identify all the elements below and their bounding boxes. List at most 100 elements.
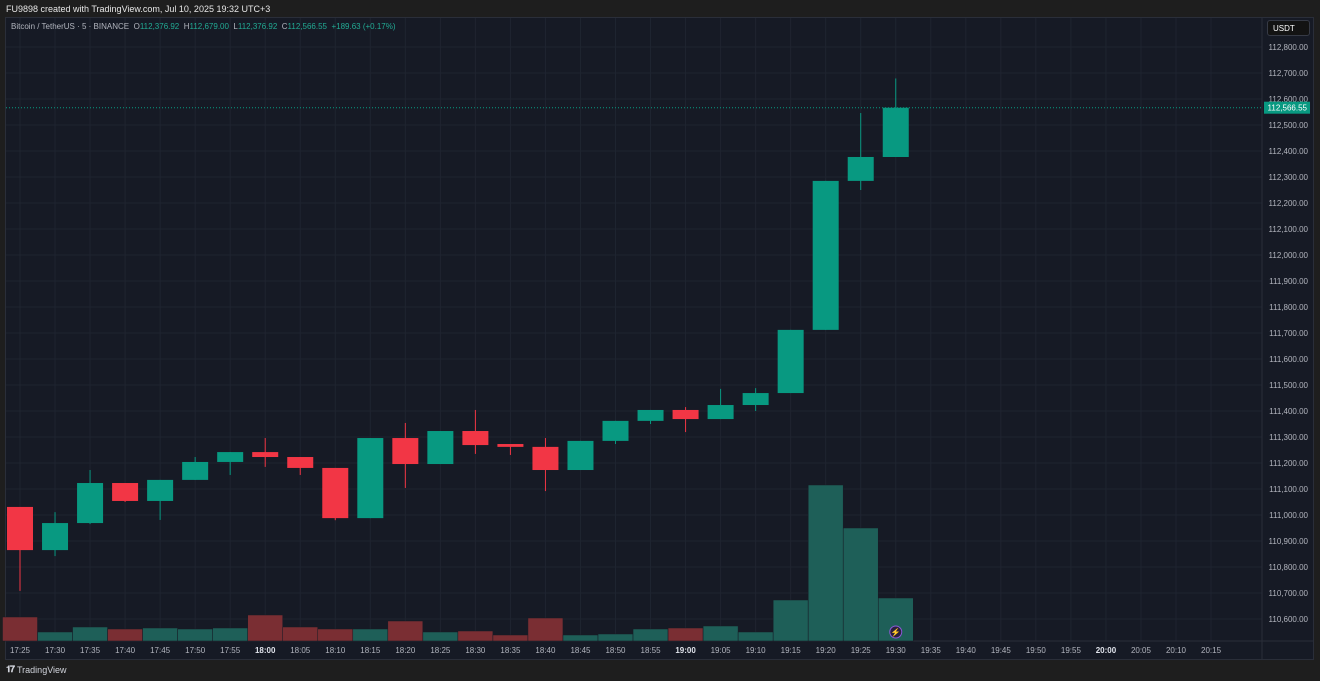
- candle-body: [392, 438, 419, 465]
- price-tick-label: 111,200.00: [1269, 459, 1308, 468]
- price-tick-label: 111,700.00: [1269, 329, 1308, 338]
- price-tick-label: 111,100.00: [1269, 485, 1308, 494]
- time-tick-label: 17:25: [10, 646, 31, 655]
- candle-body: [742, 393, 769, 406]
- candle-body: [322, 467, 349, 519]
- time-tick-label: 17:55: [220, 646, 241, 655]
- candle-body: [637, 409, 664, 421]
- time-tick-label: 18:20: [395, 646, 416, 655]
- time-tick-label: 19:40: [956, 646, 977, 655]
- volume-bar: [842, 527, 879, 642]
- time-tick-label: 19:00: [675, 646, 696, 655]
- volume-bar: [632, 628, 669, 642]
- tradingview-footer: 𝟏𝟕 TradingView: [6, 664, 67, 675]
- low-value: 112,376.92: [237, 22, 278, 31]
- volume-bar: [737, 631, 774, 642]
- time-tick-label: 19:05: [711, 646, 732, 655]
- volume-bar: [772, 599, 809, 642]
- time-tick-label: 17:35: [80, 646, 101, 655]
- candle-body: [532, 446, 559, 471]
- symbol-legend: Bitcoin / TetherUS · 5 · BINANCE O112,37…: [11, 22, 396, 31]
- volume-bar: [107, 628, 143, 642]
- volume-bar: [387, 620, 424, 642]
- time-tick-label: 20:15: [1201, 646, 1222, 655]
- volume-bar: [212, 627, 248, 642]
- time-tick-label: 19:10: [746, 646, 767, 655]
- price-tick-label: 111,400.00: [1269, 407, 1308, 416]
- candle-body: [287, 457, 314, 468]
- price-tick-label: 112,600.00: [1269, 95, 1309, 104]
- price-tick-label: 110,600.00: [1269, 615, 1309, 624]
- chart-header: FU9898 created with TradingView.com, Jul…: [6, 4, 271, 14]
- candle-body: [357, 438, 384, 519]
- time-tick-label: 18:50: [605, 646, 626, 655]
- time-tick-label: 19:30: [886, 646, 907, 655]
- volume-bar: [562, 634, 599, 642]
- chart-frame[interactable]: [5, 17, 1314, 660]
- price-tick-label: 111,500.00: [1269, 381, 1308, 390]
- volume-bar: [807, 484, 844, 642]
- price-tick-label: 112,300.00: [1269, 173, 1309, 182]
- volume-bar: [142, 627, 178, 642]
- high-value: 112,679.00: [189, 22, 229, 31]
- time-tick-label: 17:40: [115, 646, 136, 655]
- time-tick-label: 18:40: [535, 646, 556, 655]
- candle-body: [42, 523, 69, 551]
- close-label: C: [281, 22, 288, 31]
- open-label: O: [133, 22, 140, 31]
- price-tick-label: 112,200.00: [1269, 199, 1309, 208]
- currency-button[interactable]: USDT: [1267, 20, 1310, 36]
- last-price-badge: [1264, 101, 1310, 114]
- volume-bar: [457, 630, 494, 642]
- price-tick-label: 112,500.00: [1269, 121, 1309, 130]
- volume-bar: [422, 631, 459, 642]
- volume-bar: [37, 631, 73, 642]
- time-tick-label: 18:30: [465, 646, 486, 655]
- time-tick-label: 18:55: [641, 646, 662, 655]
- candle-body: [812, 180, 839, 330]
- time-tick-label: 19:20: [816, 646, 837, 655]
- symbol-name[interactable]: Bitcoin / TetherUS · 5 · BINANCE: [11, 22, 130, 31]
- time-tick-label: 20:10: [1166, 646, 1187, 655]
- time-tick-label: 17:30: [45, 646, 66, 655]
- price-tick-label: 112,800.00: [1269, 43, 1309, 52]
- candle-body: [112, 483, 139, 501]
- time-tick-label: 19:50: [1026, 646, 1047, 655]
- price-tick-label: 110,700.00: [1269, 589, 1309, 598]
- price-tick-label: 111,300.00: [1269, 433, 1308, 442]
- close-value: 112,566.55: [287, 22, 327, 31]
- time-tick-label: 18:15: [360, 646, 381, 655]
- footer-brand: TradingView: [17, 664, 67, 675]
- time-tick-label: 19:15: [781, 646, 802, 655]
- candle-body: [882, 107, 909, 158]
- volume-bar: [282, 626, 318, 642]
- volume-bar: [597, 633, 634, 642]
- time-tick-label: 18:45: [570, 646, 591, 655]
- candle-body: [217, 452, 244, 462]
- price-tick-label: 111,800.00: [1269, 303, 1308, 312]
- tradingview-logo-icon: 𝟏𝟕: [6, 664, 15, 674]
- event-marker-icon: [889, 625, 903, 639]
- price-tick-label: 111,600.00: [1269, 355, 1308, 364]
- volume-bar: [177, 628, 213, 642]
- lightning-icon: ⚡: [891, 627, 901, 637]
- candle-body: [567, 440, 594, 471]
- candle-body: [707, 405, 734, 420]
- candle-body: [777, 329, 804, 394]
- price-tick-label: 110,800.00: [1269, 563, 1309, 572]
- time-tick-label: 19:35: [921, 646, 942, 655]
- price-tick-label: 112,700.00: [1269, 69, 1309, 78]
- price-tick-label: 112,100.00: [1269, 225, 1309, 234]
- volume-bar: [72, 626, 108, 642]
- volume-bar: [667, 627, 704, 642]
- candle-body: [427, 431, 454, 465]
- candle-body: [462, 431, 489, 446]
- time-tick-label: 20:05: [1131, 646, 1152, 655]
- candle-body: [77, 483, 104, 524]
- candle-body: [847, 156, 874, 181]
- candle-body: [602, 420, 629, 441]
- volume-bar: [317, 628, 354, 642]
- open-value: 112,376.92: [139, 22, 180, 31]
- time-tick-label: 18:35: [500, 646, 521, 655]
